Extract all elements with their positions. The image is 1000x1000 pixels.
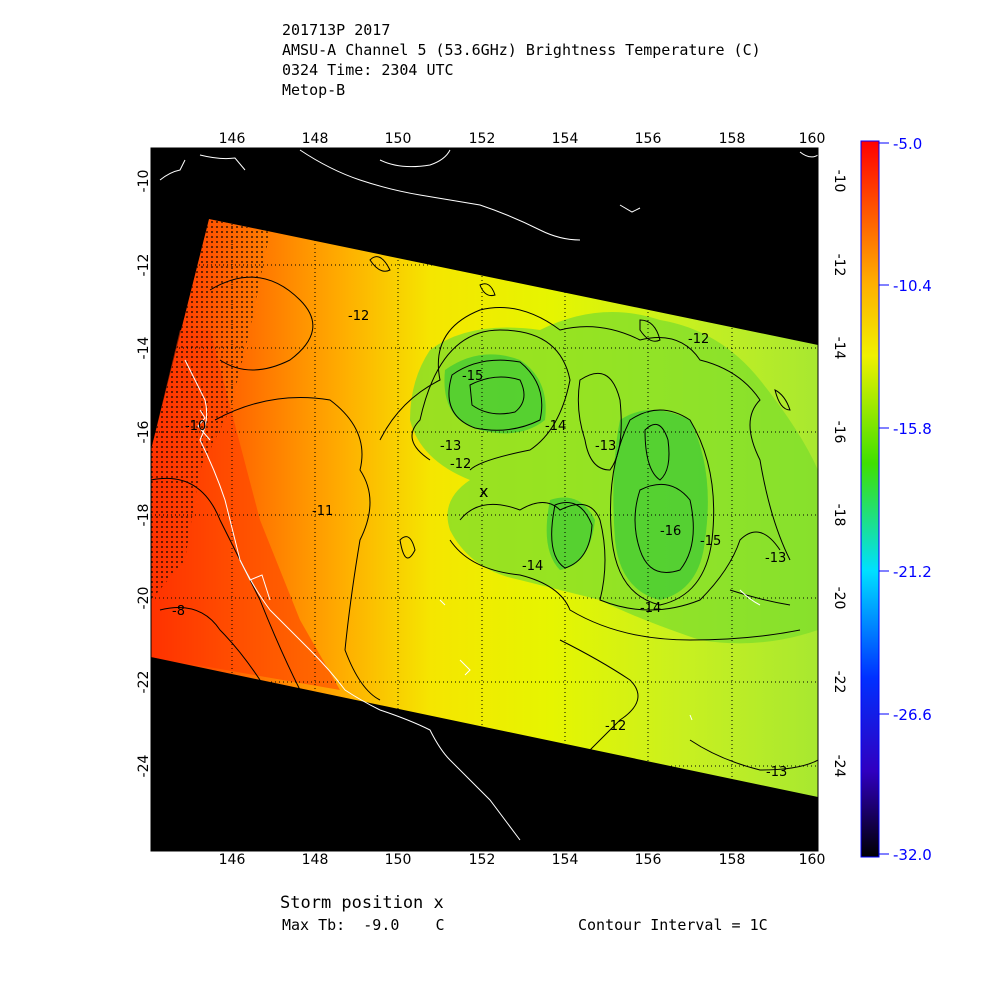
contour-label: -8 <box>172 604 185 619</box>
contour-label: -10 <box>185 419 206 434</box>
lon-label: 160 <box>799 131 826 147</box>
colorbar-label: -10.4 <box>893 277 932 295</box>
lon-label: 146 <box>219 131 246 147</box>
colorbar-label: -5.0 <box>893 135 922 153</box>
lat-label: -10 <box>136 170 152 193</box>
contour-labels: -12 -12 -12 -13 -13 -13 -14 -14 -14 -15 … <box>172 309 787 780</box>
lon-label: 148 <box>302 131 329 147</box>
lat-label: -14 <box>136 336 152 359</box>
contour-label: -13 <box>765 551 786 566</box>
colorbar-label: -21.2 <box>893 563 932 581</box>
lon-labels-bottom: 146 148 150 152 154 156 158 160 <box>219 852 826 868</box>
lat-label: -10 <box>831 170 847 193</box>
lat-label: -16 <box>136 420 152 443</box>
contour-label: -15 <box>462 369 483 384</box>
lon-label: 152 <box>469 131 496 147</box>
contour-interval-caption: Contour Interval = 1C <box>578 916 768 934</box>
contour-label: -15 <box>700 534 721 549</box>
lat-label: -12 <box>136 254 152 277</box>
title-line-3: 0324 Time: 2304 UTC <box>282 61 454 79</box>
cold-core <box>613 410 708 600</box>
title-line-1: 201713P 2017 <box>282 21 391 39</box>
contour-label: -14 <box>545 419 566 434</box>
colorbar <box>860 140 880 858</box>
lat-label: -24 <box>136 754 152 777</box>
lat-label: -22 <box>831 671 847 694</box>
lon-label: 154 <box>552 852 579 868</box>
contour-label: -13 <box>440 439 461 454</box>
colorbar-label: -26.6 <box>893 706 932 724</box>
contour-label: -16 <box>660 524 681 539</box>
lon-label: 146 <box>219 852 246 868</box>
lon-label: 148 <box>302 852 329 868</box>
lon-label: 156 <box>635 852 662 868</box>
lat-labels-right: -10 -12 -14 -16 -18 -20 -22 -24 <box>831 170 847 778</box>
lat-label: -16 <box>831 421 847 444</box>
contour-label: -13 <box>595 439 616 454</box>
lon-labels-top: 146 148 150 152 154 156 158 160 <box>219 131 826 147</box>
storm-marker: x <box>479 482 488 501</box>
lat-label: -20 <box>831 587 847 610</box>
lat-label: -22 <box>136 671 152 694</box>
lat-label: -24 <box>831 755 847 778</box>
map-border <box>150 147 819 852</box>
contour-label: -12 <box>605 719 626 734</box>
cold-core <box>546 497 595 570</box>
lat-labels-left: -10 -12 -14 -16 -18 -20 -22 -24 <box>136 170 152 778</box>
contour-label: -12 <box>348 309 369 324</box>
lon-label: 154 <box>552 131 579 147</box>
lon-label: 152 <box>469 852 496 868</box>
colorbar-label: -15.8 <box>893 420 932 438</box>
contour-label: -12 <box>450 457 471 472</box>
stipple <box>151 219 270 600</box>
cold-core <box>444 354 546 434</box>
contour-label: -13 <box>766 765 787 780</box>
colorbar-label: -32.0 <box>893 846 932 864</box>
lon-label: 150 <box>385 852 412 868</box>
colorbar-labels: -5.0 -10.4 -15.8 -21.2 -26.6 -32.0 <box>893 135 932 864</box>
lon-label: 150 <box>385 131 412 147</box>
lon-label: 158 <box>719 852 746 868</box>
title-line-4: Metop-B <box>282 81 346 99</box>
contour-label: -12 <box>688 332 709 347</box>
coastline <box>159 149 818 841</box>
lat-label: -18 <box>136 504 152 527</box>
lat-label: -12 <box>831 254 847 277</box>
contour-label: -14 <box>640 601 661 616</box>
colorbar-ticks <box>879 142 889 855</box>
contour-label: -14 <box>522 559 543 574</box>
lon-label: 156 <box>635 131 662 147</box>
max-tb-caption: Max Tb: -9.0 C <box>282 916 445 934</box>
storm-position-caption: Storm position x <box>280 893 444 913</box>
lat-label: -18 <box>831 504 847 527</box>
lat-label: -14 <box>831 337 847 360</box>
lat-label: -20 <box>136 587 152 610</box>
title-line-2: AMSU-A Channel 5 (53.6GHz) Brightness Te… <box>282 41 761 59</box>
lon-label: 158 <box>719 131 746 147</box>
contour-label: -11 <box>312 504 333 519</box>
lon-label: 160 <box>799 852 826 868</box>
